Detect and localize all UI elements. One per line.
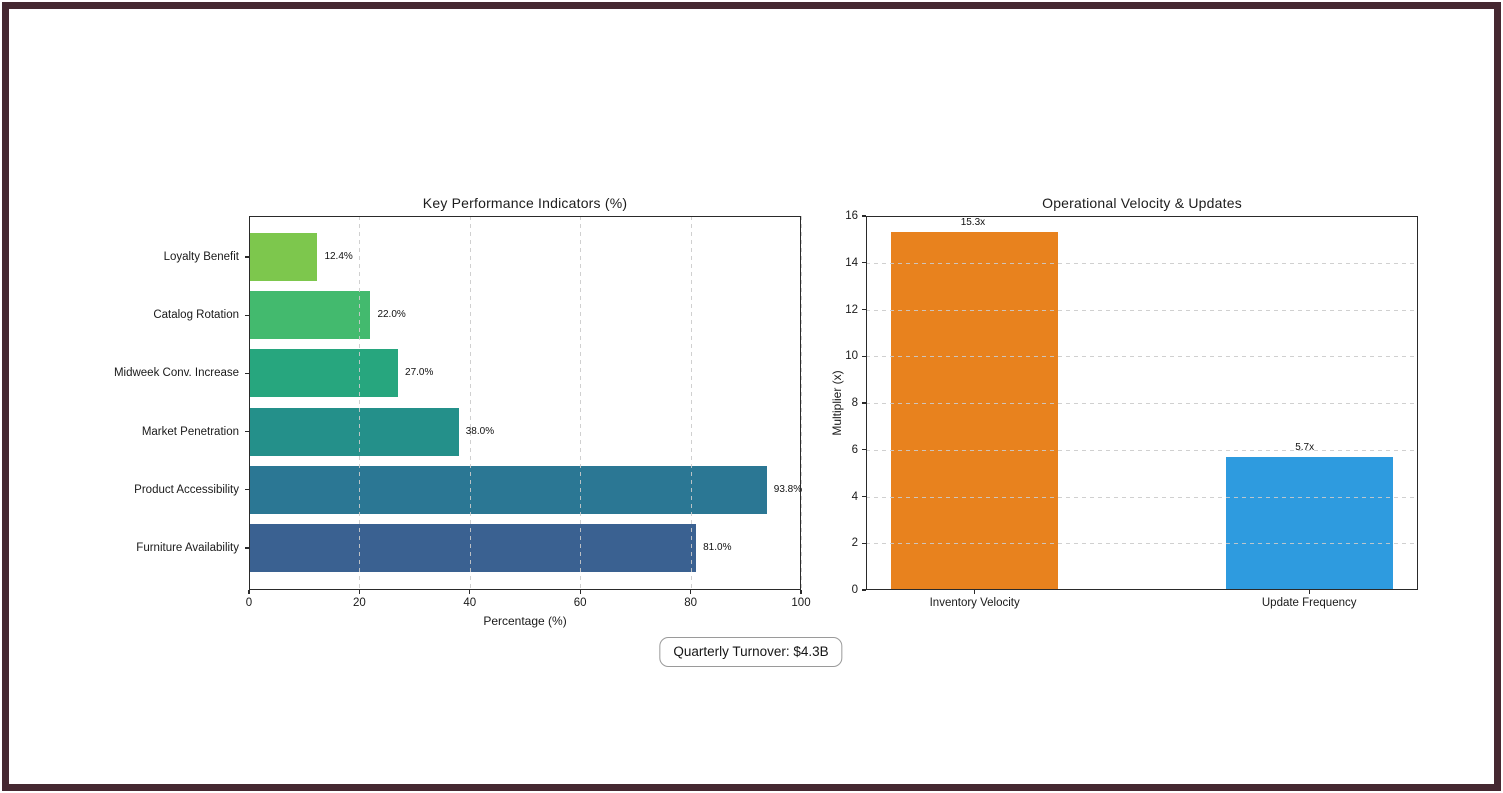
- kpi-bar-value-label: 38.0%: [465, 425, 495, 437]
- velocity-gridline: [866, 449, 1418, 451]
- kpi-bar-value-label: 27.0%: [405, 367, 434, 379]
- velocity-ytick-label: 6: [851, 443, 858, 456]
- kpi-bar: [249, 407, 459, 456]
- kpi-xtick-mark: [800, 590, 802, 594]
- kpi-xtick-label: 0: [245, 597, 253, 609]
- kpi-xtick-label: 40: [463, 597, 477, 609]
- velocity-ytick-mark: [862, 449, 866, 451]
- kpi-gridline: [469, 216, 471, 590]
- kpi-ytick-mark: [245, 314, 249, 316]
- kpi-bar-value-label: 12.4%: [324, 251, 353, 262]
- velocity-ytick-label: 10: [845, 350, 858, 363]
- velocity-ytick-label: 2: [851, 537, 858, 550]
- kpi-ytick-mark: [245, 547, 249, 549]
- kpi-category-label: Market Penetration: [141, 425, 239, 438]
- kpi-ytick-mark: [245, 489, 249, 491]
- velocity-ytick-label: 14: [845, 256, 858, 269]
- velocity-ytick-label: 16: [845, 210, 858, 222]
- velocity-chart-title: Operational Velocity & Updates: [1042, 195, 1242, 211]
- kpi-bar: [249, 524, 697, 572]
- velocity-gridline: [866, 309, 1418, 311]
- velocity-bar: [891, 232, 1059, 590]
- kpi-bar-value-label: 93.8%: [773, 483, 803, 495]
- kpi-bar: [249, 291, 371, 340]
- kpi-bar: [249, 349, 399, 398]
- kpi-xtick-mark: [358, 590, 360, 594]
- velocity-xtick-mark: [974, 590, 976, 594]
- velocity-bar-value-label: 15.3x: [960, 217, 986, 229]
- velocity-ytick-mark: [862, 589, 866, 591]
- kpi-xtick-label: 100: [791, 597, 811, 609]
- kpi-bar-value-label: 81.0%: [703, 542, 732, 553]
- kpi-category-label: Catalog Rotation: [153, 309, 239, 322]
- kpi-category-label: Product Accessibility: [134, 483, 239, 496]
- velocity-ytick-label: 8: [851, 397, 858, 409]
- velocity-ytick-mark: [862, 542, 866, 544]
- velocity-gridline: [866, 543, 1418, 545]
- kpi-category-label: Midweek Conv. Increase: [113, 367, 239, 380]
- velocity-ytick-mark: [862, 215, 866, 217]
- kpi-xtick-mark: [690, 590, 692, 594]
- velocity-gridline: [866, 216, 1418, 217]
- kpi-category-label: Loyalty Benefit: [163, 251, 239, 263]
- kpi-gridline: [580, 216, 582, 590]
- kpi-ytick-mark: [245, 256, 249, 258]
- velocity-bar: [1225, 456, 1393, 590]
- velocity-ytick-label: 0: [851, 584, 858, 596]
- velocity-category-label: Inventory Velocity: [929, 597, 1020, 609]
- kpi-xaxis-label: Percentage (%): [483, 614, 567, 628]
- kpi-gridline: [359, 216, 361, 590]
- velocity-ytick-mark: [862, 262, 866, 264]
- velocity-gridline: [866, 356, 1418, 358]
- kpi-bar: [249, 465, 767, 514]
- velocity-ytick-mark: [862, 402, 866, 404]
- kpi-ytick-mark: [245, 431, 249, 433]
- velocity-gridline: [866, 262, 1418, 264]
- kpi-chart-title: Key Performance Indicators (%): [422, 195, 628, 211]
- velocity-gridline: [866, 403, 1418, 404]
- kpi-xtick-mark: [248, 590, 250, 594]
- velocity-category-label: Update Frequency: [1261, 597, 1357, 609]
- velocity-ytick-label: 12: [845, 303, 858, 316]
- velocity-bar-value-label: 5.7x: [1295, 441, 1315, 453]
- velocity-ytick-mark: [862, 308, 866, 311]
- velocity-ytick-label: 4: [851, 490, 858, 503]
- quarterly-turnover-annotation: Quarterly Turnover: $4.3B: [659, 637, 843, 667]
- kpi-xtick-label: 60: [573, 597, 587, 609]
- kpi-ytick-mark: [245, 372, 249, 374]
- kpi-xtick-label: 80: [684, 597, 697, 609]
- kpi-gridline: [690, 216, 692, 590]
- kpi-bar: [249, 233, 318, 281]
- velocity-ytick-mark: [862, 495, 866, 498]
- kpi-gridline: [801, 216, 802, 590]
- kpi-bar-value-label: 22.0%: [377, 309, 406, 321]
- velocity-xtick-mark: [1308, 590, 1310, 594]
- velocity-ytick-mark: [862, 355, 866, 357]
- kpi-xtick-label: 20: [352, 597, 366, 609]
- kpi-category-label: Furniture Availability: [136, 542, 239, 554]
- kpi-xtick-mark: [469, 590, 471, 594]
- kpi-xtick-mark: [579, 590, 581, 594]
- velocity-gridline: [866, 496, 1418, 498]
